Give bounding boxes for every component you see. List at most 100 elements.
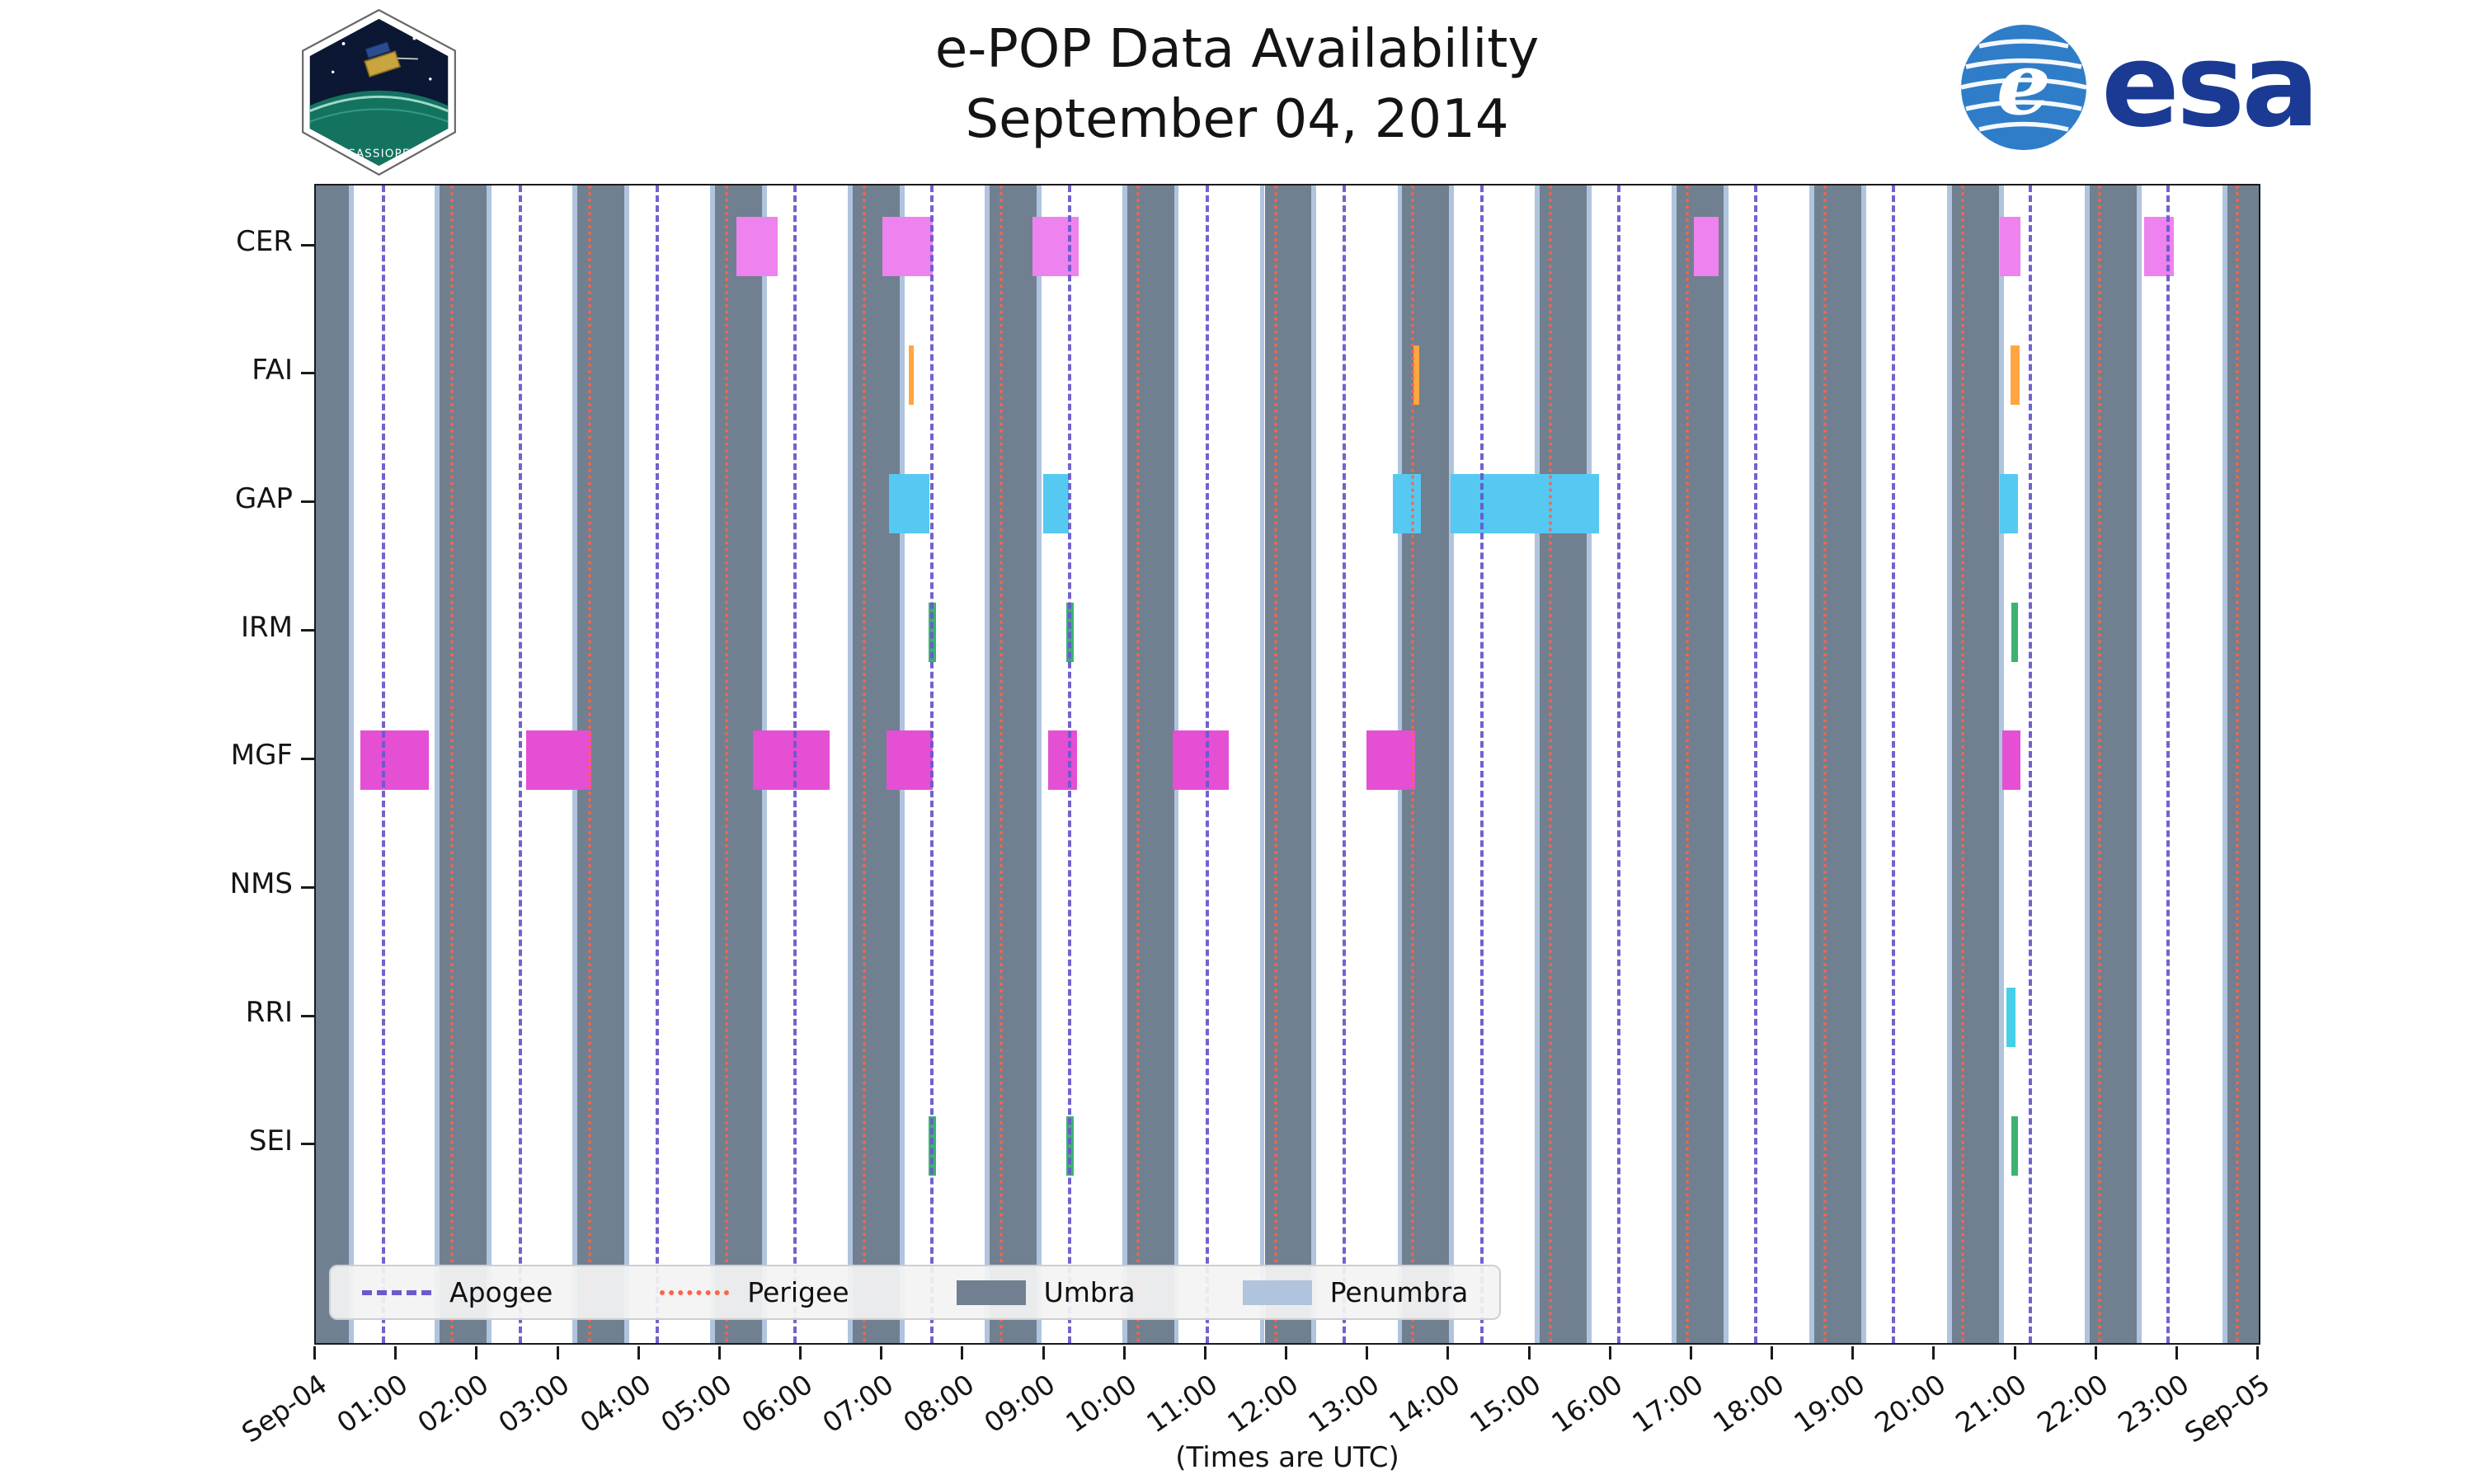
x-axis: Sep-04 01:00 02:00 03:00 04:00 05:00 06:00 07:0… <box>236 1346 2275 1478</box>
data-bar-gap <box>889 473 930 533</box>
penumbra-band <box>2136 186 2142 1343</box>
patch-earth <box>309 90 449 167</box>
chart-subtitle: September 04, 2014 <box>965 88 1509 150</box>
data-bar-gap <box>1042 473 1069 533</box>
cassiope-mission-patch: CASSIOPE <box>302 8 456 176</box>
x-tick-label: 21:00 <box>1950 1368 2033 1439</box>
cassiope-label: CASSIOPE <box>347 148 410 160</box>
penumbra-band <box>1672 186 1677 1343</box>
y-axis-label-sei: SEI <box>248 1124 293 1158</box>
x-tick-label: 19:00 <box>1788 1368 1871 1439</box>
perigee-line <box>2235 186 2239 1343</box>
x-tick-label: 08:00 <box>897 1368 981 1439</box>
data-bar-mgf <box>2001 730 2021 791</box>
apogee-line <box>1616 186 1620 1343</box>
legend-label: Penumbra <box>1329 1276 1469 1308</box>
data-bar-irm <box>2011 602 2019 662</box>
perigee-line <box>724 186 728 1343</box>
legend-item-penumbra: Penumbra <box>1242 1276 1469 1308</box>
x-tick-mark <box>637 1346 640 1360</box>
x-tick-label: 09:00 <box>978 1368 1061 1439</box>
umbra-band <box>1951 186 1999 1343</box>
x-axis-title: (Times are UTC) <box>1175 1441 1399 1474</box>
penumbra-band <box>624 186 629 1343</box>
esa-wordmark: esa <box>2101 19 2316 153</box>
penumbra-band <box>1861 186 1866 1343</box>
x-tick-mark <box>1689 1346 1692 1360</box>
x-tick-mark <box>1527 1346 1531 1360</box>
legend-label: Umbra <box>1043 1276 1136 1308</box>
x-tick-label: 15:00 <box>1464 1368 1547 1439</box>
y-tick-mark <box>301 372 314 375</box>
chart-title: e-POP Data Availability <box>934 19 1540 80</box>
y-tick-mark <box>301 500 314 504</box>
x-tick-mark <box>2094 1346 2097 1360</box>
penumbra-band <box>1724 186 1729 1343</box>
apogee-line <box>2029 186 2033 1343</box>
esa-globe <box>1961 25 2086 150</box>
umbra-band <box>440 186 487 1343</box>
data-bar-cer <box>1999 217 2021 276</box>
x-tick-mark <box>2175 1346 2178 1360</box>
penumbra-band <box>435 186 440 1343</box>
x-tick-mark <box>799 1346 802 1360</box>
y-tick-mark <box>301 757 314 760</box>
data-bar-cer <box>1032 217 1079 276</box>
x-tick-mark <box>717 1346 721 1360</box>
x-tick-label: 07:00 <box>816 1368 900 1439</box>
x-tick-mark <box>1932 1346 1935 1360</box>
x-tick-label: 16:00 <box>1545 1368 1629 1439</box>
penumbra-band <box>1122 186 1127 1343</box>
patch-satellite-icon <box>364 41 418 77</box>
apogee-line <box>1479 186 1484 1343</box>
data-bar-fai <box>1413 345 1419 405</box>
y-axis-ticks <box>301 0 314 1484</box>
y-tick-mark <box>301 885 314 889</box>
perigee-line <box>999 186 1003 1343</box>
penumbra-band <box>1587 186 1592 1343</box>
y-axis-label-nms: NMS <box>229 867 293 901</box>
esa-globe-letter: e <box>1997 33 2051 134</box>
legend-item-apogee: Apogee <box>362 1276 553 1308</box>
penumbra-band <box>1998 186 2004 1343</box>
x-tick-label: 03:00 <box>492 1368 576 1439</box>
x-tick-mark <box>313 1346 316 1360</box>
umbra-band <box>1540 186 1587 1343</box>
perigee-line <box>587 186 591 1343</box>
data-bar-fai <box>908 345 914 405</box>
x-tick-mark <box>2256 1346 2259 1360</box>
apogee-line <box>1342 186 1346 1343</box>
penumbra-band <box>1036 186 1042 1343</box>
x-tick-mark <box>1042 1346 1045 1360</box>
x-tick-mark <box>1851 1346 1855 1360</box>
penumbra-band <box>1947 186 1952 1343</box>
x-tick-label: 01:00 <box>331 1368 414 1439</box>
y-axis-label-mgf: MGF <box>230 739 293 773</box>
data-bar-gap <box>1999 473 2019 533</box>
data-bar-sei <box>2011 1115 2019 1176</box>
perigee-line <box>862 186 866 1343</box>
penumbra-band <box>1449 186 1455 1343</box>
x-tick-label: 13:00 <box>1302 1368 1385 1439</box>
data-bar-rri <box>2006 988 2016 1048</box>
data-bar-cer <box>1693 217 1719 276</box>
x-tick-mark <box>1366 1346 1369 1360</box>
x-tick-mark <box>1203 1346 1206 1360</box>
umbra-band <box>1126 186 1174 1343</box>
x-tick-mark <box>1608 1346 1611 1360</box>
penumbra-band <box>2084 186 2090 1343</box>
data-bar-cer <box>882 217 934 276</box>
y-tick-mark <box>301 243 314 247</box>
data-bar-mgf <box>1366 730 1416 791</box>
legend-penumbra-swatch-icon <box>1242 1280 1312 1305</box>
perigee-line <box>2097 186 2101 1343</box>
x-tick-label: 02:00 <box>412 1368 495 1439</box>
data-bar-mgf <box>887 730 934 791</box>
perigee-line <box>1685 186 1689 1343</box>
perigee-line <box>1549 186 1553 1343</box>
legend-apogee-swatch-icon <box>362 1289 431 1295</box>
x-tick-label: 17:00 <box>1625 1368 1710 1439</box>
x-tick-mark <box>556 1346 559 1360</box>
penumbra-band <box>487 186 492 1343</box>
x-tick-label: 10:00 <box>1059 1368 1143 1439</box>
